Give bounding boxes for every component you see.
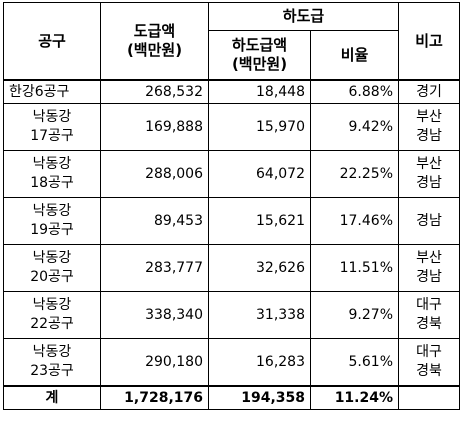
cell-gongu-line: 낙동강	[32, 344, 72, 360]
cell-gongu: 낙동강 20공구	[3, 244, 101, 292]
cell-remarks-line: 경북	[416, 363, 442, 379]
table-row: 낙동강 22공구 338,340 31,338 9.27% 대구 경북	[3, 291, 460, 339]
cell-gongu-line: 18공구	[30, 175, 74, 191]
cell-contract: 89,453	[100, 197, 209, 245]
cell-contract: 169,888	[100, 103, 209, 151]
cell-remarks-line: 경남	[416, 212, 442, 229]
cell-gongu-line: 낙동강	[32, 109, 72, 125]
header-contract-amount-line2: (백만원)	[126, 41, 183, 59]
cell-contract: 288,006	[100, 150, 209, 198]
cell-subcontract: 16,283	[208, 338, 311, 387]
cell-gongu: 한강6공구	[3, 79, 101, 104]
table-row: 낙동강 18공구 288,006 64,072 22.25% 부산 경남	[3, 150, 460, 198]
total-label: 계	[3, 385, 101, 410]
table-row: 낙동강 19공구 89,453 15,621 17.46% 경남	[3, 197, 460, 245]
cell-remarks-line: 경북	[416, 316, 442, 332]
table-row: 낙동강 17공구 169,888 15,970 9.42% 부산 경남	[3, 103, 460, 151]
cell-gongu: 낙동강 19공구	[3, 197, 101, 245]
header-row-bottom: 하도급액 (백만원) 비율	[4, 30, 460, 81]
header-ratio: 비율	[310, 30, 399, 81]
table-body: 한강6공구 268,532 18,448 6.88% 경기 낙동강 17공구 169,888 1…	[3, 79, 460, 387]
cell-gongu-line: 낙동강	[32, 156, 72, 172]
cell-gongu-line: 낙동강	[32, 203, 72, 219]
cell-remarks-line: 부산	[416, 250, 442, 266]
cell-remarks-line: 부산	[416, 109, 442, 125]
cell-remarks-line: 경남	[416, 128, 442, 144]
cell-gongu-line: 낙동강	[32, 297, 72, 313]
cell-gongu-line: 17공구	[30, 128, 74, 144]
cell-subcontract: 18,448	[208, 79, 311, 104]
total-contract: 1,728,176	[100, 385, 209, 410]
cell-subcontract: 64,072	[208, 150, 311, 198]
cell-remarks-line: 부산	[416, 156, 442, 172]
cell-ratio: 9.42%	[310, 103, 399, 151]
total-remarks	[398, 385, 460, 410]
cell-remarks-line: 대구	[416, 297, 442, 313]
header-remarks: 비고	[398, 2, 460, 81]
cell-remarks-line: 경남	[416, 175, 442, 191]
header-contract-amount-line1: 도급액	[133, 22, 176, 40]
cell-ratio: 22.25%	[310, 150, 399, 198]
cell-gongu-line: 22공구	[30, 316, 74, 332]
cell-remarks: 경남	[398, 197, 460, 245]
cell-contract: 338,340	[100, 291, 209, 339]
header-gongu: 공구	[3, 2, 101, 81]
cell-ratio: 9.27%	[310, 291, 399, 339]
header-subcontract-amount-line2: (백만원)	[231, 55, 288, 73]
cell-ratio: 6.88%	[310, 79, 399, 104]
header-subcontract-amount-line1: 하도급액	[231, 36, 288, 54]
cell-remarks: 경기	[398, 79, 460, 104]
table-row: 낙동강 23공구 290,180 16,283 5.61% 대구 경북	[3, 338, 460, 387]
cell-gongu: 낙동강 23공구	[3, 338, 101, 387]
cell-gongu: 낙동강 17공구	[3, 103, 101, 151]
cell-ratio: 5.61%	[310, 338, 399, 387]
cell-gongu: 낙동강 22공구	[3, 291, 101, 339]
cell-gongu-line: 19공구	[30, 222, 74, 238]
cell-contract: 283,777	[100, 244, 209, 292]
cell-ratio: 11.51%	[310, 244, 399, 292]
cell-remarks-line: 경남	[416, 269, 442, 285]
cell-gongu-line: 한강6공구	[9, 83, 70, 100]
cell-remarks-line: 대구	[416, 344, 442, 360]
cell-subcontract: 15,970	[208, 103, 311, 151]
header-subcontract-group: 하도급	[208, 2, 399, 31]
table-row: 낙동강 20공구 283,777 32,626 11.51% 부산 경남	[3, 244, 460, 292]
header-row-top: 공구 도급액 (백만원) 하도급 비고	[3, 2, 460, 81]
cell-gongu-line: 낙동강	[32, 250, 72, 266]
cell-subcontract: 32,626	[208, 244, 311, 292]
cell-subcontract: 31,338	[208, 291, 311, 339]
header-subcontract-amount: 하도급액 (백만원)	[208, 30, 311, 81]
total-row: 계 1,728,176 194,358 11.24%	[3, 385, 460, 410]
cell-subcontract: 15,621	[208, 197, 311, 245]
total-ratio: 11.24%	[310, 385, 399, 410]
total-subcontract: 194,358	[208, 385, 311, 410]
cell-gongu-line: 23공구	[30, 363, 74, 379]
cell-gongu-line: 20공구	[30, 269, 74, 285]
cell-ratio: 17.46%	[310, 197, 399, 245]
cell-contract: 268,532	[100, 79, 209, 104]
table-row: 한강6공구 268,532 18,448 6.88% 경기	[3, 79, 460, 104]
subcontract-table: 공구 도급액 (백만원) 하도급 비고 하도급액 (백만원) 비율 한강6공구 2…	[3, 2, 460, 410]
header-contract-amount: 도급액 (백만원)	[100, 2, 209, 81]
cell-remarks-line: 경기	[416, 83, 442, 100]
cell-gongu: 낙동강 18공구	[3, 150, 101, 198]
cell-contract: 290,180	[100, 338, 209, 387]
